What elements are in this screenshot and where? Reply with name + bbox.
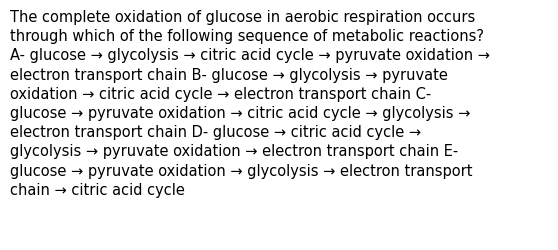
Text: The complete oxidation of glucose in aerobic respiration occurs
through which of: The complete oxidation of glucose in aer… <box>10 10 490 197</box>
